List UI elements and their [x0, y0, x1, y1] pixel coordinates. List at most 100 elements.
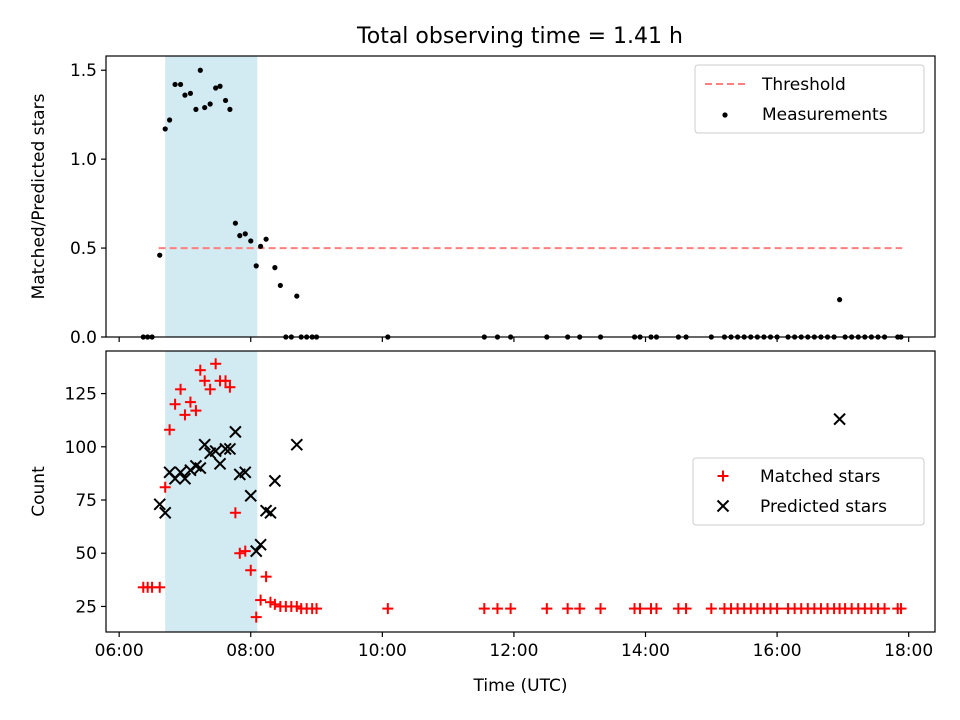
x-tick-label: 10:00 [358, 641, 407, 661]
matched-star-marker [771, 603, 783, 615]
measurement-point [242, 231, 248, 237]
predicted-star-marker [239, 466, 252, 479]
measurement-point [248, 238, 254, 244]
measurement-point [227, 106, 233, 112]
predicted-star-marker [229, 425, 242, 439]
marker-stroke [178, 472, 192, 485]
series-predicted-stars [153, 412, 846, 558]
observing-window-shade [165, 56, 258, 337]
measurement-point [157, 252, 163, 258]
matched-star-marker [311, 603, 323, 615]
x-tick-label: 16:00 [753, 641, 802, 661]
measurement-point [232, 220, 238, 226]
matched-star-marker [260, 571, 272, 583]
matched-star-marker [478, 603, 490, 615]
measurement-point [294, 293, 300, 299]
y-tick-label: 50 [75, 544, 97, 564]
y-tick-label: 1.0 [70, 150, 97, 170]
marker-stroke [209, 444, 222, 458]
matched-star-marker [169, 398, 181, 410]
chart-title: Total observing time = 1.41 h [356, 24, 683, 49]
predicted-star-marker [174, 466, 187, 479]
marker-stroke [833, 412, 846, 426]
matched-star-marker [250, 611, 262, 623]
matched-star-marker [224, 381, 236, 393]
measurement-point [202, 104, 208, 111]
y-tick-label: 0.0 [70, 328, 97, 348]
y-tick-label: 0.5 [70, 239, 97, 259]
x-tick-label: 18:00 [884, 641, 933, 661]
marker-stroke [259, 504, 273, 517]
predicted-star-marker [219, 442, 232, 456]
matched-star-marker [705, 603, 717, 615]
matched-star-marker [562, 603, 574, 615]
matched-star-marker [159, 481, 171, 493]
marker-stroke [239, 466, 252, 479]
measurement-point [277, 282, 283, 289]
legend-box [694, 64, 925, 134]
measurement-point [182, 92, 188, 98]
matched-star-marker [204, 383, 216, 395]
matched-star-marker [650, 603, 662, 615]
y-tick-label: 1.5 [70, 61, 97, 81]
matched-star-marker [199, 375, 211, 387]
measurement-point [836, 297, 843, 303]
matched-star-marker [382, 603, 394, 615]
legend-predicted-swatch [716, 499, 730, 513]
matched-star-marker [269, 598, 281, 610]
measurement-point [197, 67, 203, 73]
marker-stroke [219, 442, 232, 456]
marker-stroke [290, 438, 304, 451]
matched-star-marker [220, 375, 232, 387]
series-matched-stars [137, 358, 907, 623]
matched-star-marker [541, 603, 553, 615]
measurement-point [177, 81, 184, 88]
legend-measurements-label: Measurements [762, 105, 888, 125]
matched-star-marker [680, 603, 692, 615]
y-tick-label: 125 [65, 385, 97, 405]
predicted-star-marker [213, 457, 227, 471]
x-axis-label: Time (UTC) [473, 676, 568, 696]
matched-star-marker [634, 603, 646, 615]
marker-stroke [153, 498, 166, 511]
matched-star-marker [184, 396, 196, 408]
matched-star-marker [179, 409, 191, 421]
matched-star-marker [164, 424, 176, 436]
y-axis-label: Count [29, 466, 49, 517]
marker-stroke [229, 425, 242, 439]
marker-stroke [250, 544, 263, 558]
marker-stroke [223, 442, 237, 456]
predicted-star-marker [209, 444, 222, 458]
matched-star-marker [879, 603, 891, 615]
measurement-point [258, 243, 264, 249]
legend: Matched stars Predicted stars [692, 457, 925, 526]
predicted-star-marker [153, 498, 166, 511]
axes-frame [105, 350, 936, 633]
predicted-star-marker [290, 438, 304, 451]
measurement-point [237, 233, 243, 239]
predicted-star-marker [268, 474, 282, 488]
legend-measurements-swatch [722, 112, 728, 118]
predicted-star-marker [223, 442, 237, 456]
y-tick-label: 100 [65, 438, 97, 458]
predicted-star-marker [244, 489, 257, 502]
matched-star-marker [190, 405, 202, 417]
x-tick-label: 06:00 [95, 641, 144, 661]
measurement-point [162, 126, 168, 132]
matched-star-marker [239, 545, 251, 557]
predicted-star-marker [264, 506, 277, 519]
matched-star-marker [595, 603, 607, 615]
top-panel-ratio-plot: 0.0 0.5 1.0 1.5 Matched/Predicted stars Thres… [29, 55, 936, 348]
legend-matched-label: Matched stars [760, 467, 880, 487]
matched-star-marker [154, 581, 166, 593]
measurement-point [193, 106, 199, 112]
legend-box [692, 457, 925, 526]
y-tick-label: 75 [75, 491, 97, 511]
marker-stroke [163, 466, 176, 479]
marker-stroke [264, 506, 277, 519]
x-tick-label: 12:00 [489, 641, 538, 661]
predicted-star-marker [159, 506, 172, 519]
measurement-point [263, 236, 269, 242]
matched-star-marker [255, 594, 267, 606]
marker-stroke [198, 438, 211, 451]
